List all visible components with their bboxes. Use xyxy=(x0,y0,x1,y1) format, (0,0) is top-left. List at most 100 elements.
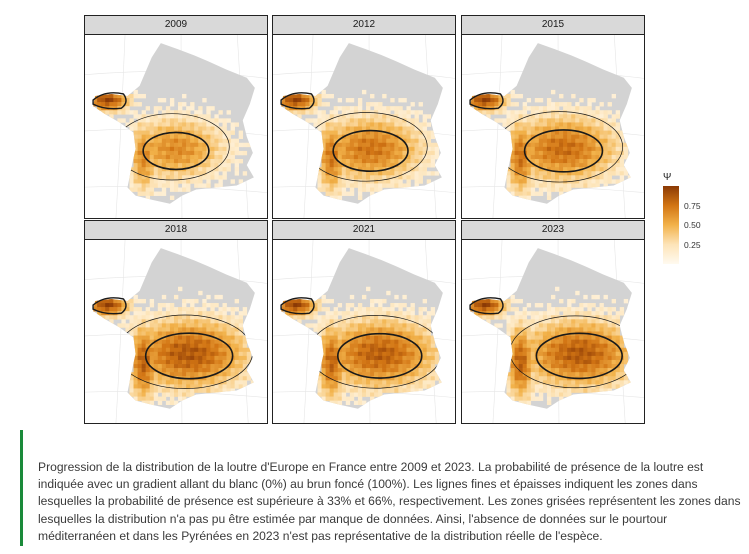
legend-tick-label: 0.25 xyxy=(684,239,701,250)
probability-cell xyxy=(579,118,584,123)
probability-cell xyxy=(434,376,440,381)
probability-cell xyxy=(390,335,395,340)
probability-cell xyxy=(173,122,179,127)
probability-cell xyxy=(218,311,223,316)
probability-cell xyxy=(190,171,195,176)
probability-cell xyxy=(591,380,596,385)
probability-cell xyxy=(382,298,387,304)
probability-cell xyxy=(518,364,523,369)
probability-cell xyxy=(182,351,187,357)
probability-cell xyxy=(418,380,423,385)
probability-cell xyxy=(325,159,330,164)
probability-cell xyxy=(218,110,223,115)
probability-cell xyxy=(591,311,596,316)
probability-cell xyxy=(378,187,383,192)
probability-cell xyxy=(210,315,215,320)
probability-cell xyxy=(550,339,556,345)
probability-cell xyxy=(382,134,387,140)
probability-cell xyxy=(526,130,532,135)
probability-cell xyxy=(518,122,523,127)
probability-cell xyxy=(218,351,223,357)
probability-cell xyxy=(230,122,235,127)
probability-cell xyxy=(198,351,203,357)
probability-cell xyxy=(398,359,403,365)
probability-cell xyxy=(341,327,347,332)
probability-cell xyxy=(591,327,596,332)
probability-cell xyxy=(133,183,138,188)
probability-cell xyxy=(482,315,487,320)
probability-cell xyxy=(546,351,552,357)
probability-cell xyxy=(374,327,379,332)
probability-cell xyxy=(178,146,183,152)
probability-cell xyxy=(394,150,399,156)
probability-cell xyxy=(169,187,175,192)
probability-cell xyxy=(234,138,239,144)
probability-cell xyxy=(518,183,523,188)
probability-cell xyxy=(222,380,227,385)
probability-cell xyxy=(333,146,339,152)
probability-cell xyxy=(301,315,306,320)
probability-cell xyxy=(357,159,363,164)
probability-cell xyxy=(402,343,407,349)
probability-cell xyxy=(133,175,138,180)
probability-cell xyxy=(198,110,203,115)
probability-cell xyxy=(333,319,339,324)
probability-cell xyxy=(611,138,616,144)
probability-cell xyxy=(133,368,138,373)
probability-cell xyxy=(555,311,560,316)
probability-cell xyxy=(538,106,544,111)
probability-cell xyxy=(374,163,379,168)
probability-cell xyxy=(117,307,122,312)
probability-cell xyxy=(341,359,347,365)
probability-cell xyxy=(434,355,440,361)
probability-cell xyxy=(149,368,155,373)
probability-cell xyxy=(337,191,343,196)
probability-cell xyxy=(575,343,580,349)
probability-cell xyxy=(615,122,621,127)
probability-cell xyxy=(394,171,399,176)
probability-cell xyxy=(546,102,552,107)
probability-cell xyxy=(398,110,403,115)
probability-cell xyxy=(542,175,548,180)
probability-cell xyxy=(214,171,219,176)
probability-cell xyxy=(157,163,163,168)
probability-cell xyxy=(190,315,195,320)
probability-cell xyxy=(402,154,407,160)
probability-cell xyxy=(575,339,580,345)
probability-cell xyxy=(129,93,134,99)
probability-cell xyxy=(153,138,159,144)
probability-cell xyxy=(522,134,528,140)
probability-cell xyxy=(530,114,536,119)
probability-cell xyxy=(178,380,183,385)
probability-cell xyxy=(615,146,621,152)
probability-cell xyxy=(583,335,588,340)
probability-cell xyxy=(333,163,339,168)
probability-cell xyxy=(366,171,371,176)
probability-cell xyxy=(595,175,600,180)
probability-cell xyxy=(186,159,191,164)
probability-cell xyxy=(357,355,363,361)
probability-cell xyxy=(583,118,588,123)
probability-cell xyxy=(402,311,407,316)
probability-cell xyxy=(546,327,552,332)
probability-cell xyxy=(518,142,523,148)
probability-cell xyxy=(374,175,379,180)
probability-cell xyxy=(430,384,436,389)
probability-cell xyxy=(538,175,544,180)
probability-cell xyxy=(603,388,608,393)
probability-cell xyxy=(546,130,552,135)
facet-strip-label: 2023 xyxy=(462,221,644,240)
probability-cell xyxy=(190,368,195,373)
probability-cell xyxy=(378,315,383,320)
probability-cell xyxy=(430,163,436,168)
probability-cell xyxy=(583,368,588,373)
probability-cell xyxy=(406,319,411,324)
probability-cell xyxy=(210,331,215,336)
probability-cell xyxy=(317,315,322,320)
probability-cell xyxy=(518,400,523,406)
probability-cell xyxy=(161,355,167,361)
probability-cell xyxy=(161,130,167,135)
probability-cell xyxy=(603,294,608,300)
probability-cell xyxy=(583,364,588,369)
probability-cell xyxy=(169,114,175,119)
